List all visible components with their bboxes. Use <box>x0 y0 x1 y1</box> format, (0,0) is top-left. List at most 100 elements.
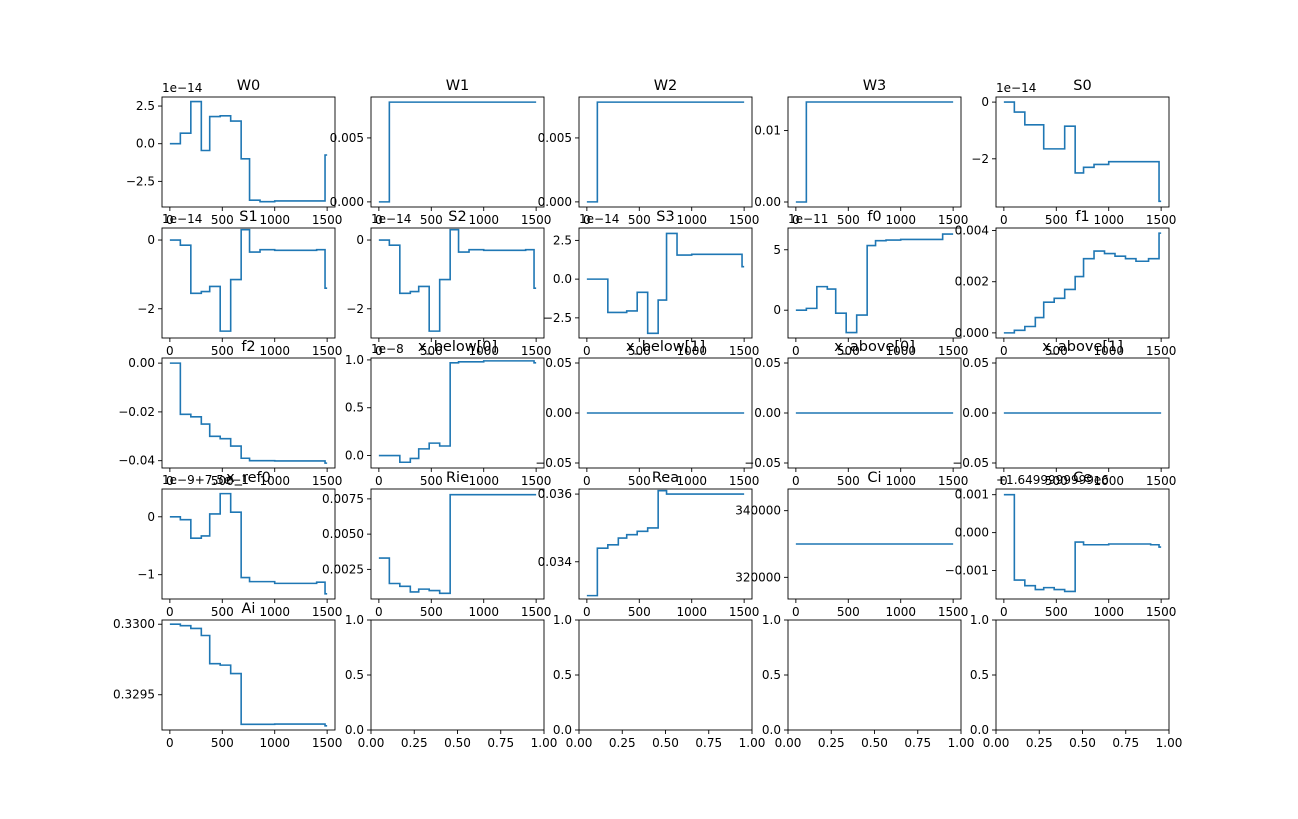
axes-frame <box>578 227 753 339</box>
x-tick-label: 500 <box>1045 605 1068 619</box>
x-tick-label: 500 <box>628 213 651 227</box>
x-tick-label: 1000 <box>885 213 916 227</box>
y-tick-label: 0.005 <box>330 131 364 145</box>
x-tick-label: 1500 <box>938 605 969 619</box>
axis-offset-label: 1e−14 <box>162 81 202 95</box>
x-tick-label: 1000 <box>676 344 707 358</box>
x-tick-label: 0 <box>583 213 591 227</box>
x-tick-label: 0.50 <box>861 736 888 750</box>
subplot-6: 0 500 1000 1500 0 −2 1e−14 S1 <box>137 209 342 358</box>
y-tick-label: 0.5 <box>970 668 989 682</box>
x-tick-label: 1500 <box>1146 344 1177 358</box>
x-tick-label: 1000 <box>885 605 916 619</box>
x-tick-label: 0 <box>375 213 383 227</box>
subplot-24: 0.00 0.25 0.50 0.75 1.00 0.0 0.5 1.0 <box>762 613 974 750</box>
y-tick-label: 0 <box>147 510 155 524</box>
x-tick-label: 500 <box>628 474 651 488</box>
y-tick-label: −2 <box>346 302 364 316</box>
x-tick-label: 1500 <box>729 474 760 488</box>
subplot-16: 0 500 1000 1500 0 −1 1e−9+7.5e−1x_ref0 <box>137 470 342 619</box>
subplot-title: x_below[1] <box>626 339 705 355</box>
x-tick-label: 0.50 <box>1069 736 1096 750</box>
x-tick-label: 1500 <box>312 474 343 488</box>
x-tick-label: 1000 <box>259 605 290 619</box>
subplot-title: x_above[0] <box>834 339 915 355</box>
y-tick-label: 0.00 <box>545 406 572 420</box>
y-tick-label: 1.0 <box>762 613 781 627</box>
x-tick-label: 500 <box>1045 474 1068 488</box>
x-tick-label: 1.00 <box>948 736 975 750</box>
y-tick-label: 0 <box>981 95 989 109</box>
series-line <box>586 101 745 203</box>
axes-frame <box>995 227 1170 339</box>
x-tick-label: 0.75 <box>904 736 931 750</box>
y-tick-label: 0.00 <box>128 356 155 370</box>
subplot-22: 0.00 0.25 0.50 0.75 1.00 0.0 0.5 1.0 <box>345 613 557 750</box>
subplot-title: Rea <box>652 470 679 486</box>
x-tick-label: 0 <box>166 474 174 488</box>
y-tick-label: −0.05 <box>535 456 572 470</box>
x-tick-label: 500 <box>837 344 860 358</box>
subplot-11: 0 500 1000 1500 0.00 −0.02 −0.04 f2 <box>118 339 342 488</box>
x-tick-label: 1500 <box>1146 474 1177 488</box>
x-tick-label: 500 <box>211 736 234 750</box>
subplot-title: Rie <box>446 470 469 486</box>
y-tick-label: 0.05 <box>754 356 781 370</box>
axes-frame <box>161 96 336 208</box>
x-tick-label: 500 <box>628 344 651 358</box>
x-tick-label: 0.75 <box>487 736 514 750</box>
x-tick-label: 500 <box>420 344 443 358</box>
x-tick-label: 1000 <box>1093 213 1124 227</box>
x-tick-label: 1000 <box>676 474 707 488</box>
subplot-25: 0.00 0.25 0.50 0.75 1.00 0.0 0.5 1.0 <box>970 613 1182 750</box>
x-tick-label: 1000 <box>468 344 499 358</box>
y-tick-label: −2 <box>137 302 155 316</box>
x-tick-label: 0 <box>166 213 174 227</box>
axis-offset-label: 1e−9+7.5e−1 <box>162 473 249 487</box>
y-tick-label: 0.00 <box>962 406 989 420</box>
x-tick-label: 0 <box>166 344 174 358</box>
y-tick-label: 0.000 <box>955 326 989 340</box>
x-tick-label: 1500 <box>729 344 760 358</box>
x-tick-label: 1500 <box>938 213 969 227</box>
x-tick-label: 0 <box>375 605 383 619</box>
subplot-21: 0 500 1000 1500 0.3300 0.3295 Ai <box>113 601 342 750</box>
x-tick-label: 1500 <box>1146 213 1177 227</box>
x-tick-label: 1000 <box>1093 605 1124 619</box>
y-tick-label: −1 <box>137 568 155 582</box>
series-line <box>1003 232 1162 334</box>
y-tick-label: 0.005 <box>538 131 572 145</box>
subplot-4: 0 500 1000 1500 0.00 0.01 W3 <box>754 78 968 227</box>
x-tick-label: 0.00 <box>358 736 385 750</box>
x-tick-label: 0 <box>166 605 174 619</box>
subplot-title: f0 <box>867 209 881 225</box>
x-tick-label: 1000 <box>259 213 290 227</box>
y-tick-label: 0.036 <box>538 487 572 501</box>
subplot-23: 0.00 0.25 0.50 0.75 1.00 0.0 0.5 1.0 <box>553 613 765 750</box>
x-tick-label: 0.25 <box>1026 736 1053 750</box>
series-line <box>169 492 328 595</box>
x-tick-label: 0 <box>583 605 591 619</box>
x-tick-label: 0 <box>1000 213 1008 227</box>
series-line <box>795 101 954 203</box>
y-tick-label: 0.5 <box>762 668 781 682</box>
y-tick-label: 0.0025 <box>322 562 364 576</box>
y-tick-label: 320000 <box>735 570 781 584</box>
x-tick-label: 500 <box>837 213 860 227</box>
y-tick-label: 0.00 <box>754 406 781 420</box>
x-tick-label: 1500 <box>1146 605 1177 619</box>
x-tick-label: 0.00 <box>983 736 1010 750</box>
subplot-3: 0 500 1000 1500 0.000 0.005 W2 <box>538 78 760 227</box>
x-tick-label: 1500 <box>521 474 552 488</box>
y-tick-label: 0.000 <box>330 195 364 209</box>
x-tick-label: 1500 <box>938 474 969 488</box>
subplot-7: 0 500 1000 1500 0 −2 1e−14 S2 <box>346 209 551 358</box>
x-tick-label: 500 <box>211 213 234 227</box>
x-tick-label: 1000 <box>259 344 290 358</box>
axis-offset-label: 1e−14 <box>579 212 619 226</box>
axes-frame <box>787 96 962 208</box>
x-tick-label: 500 <box>211 605 234 619</box>
x-tick-label: 500 <box>420 474 443 488</box>
x-tick-label: 1500 <box>312 213 343 227</box>
